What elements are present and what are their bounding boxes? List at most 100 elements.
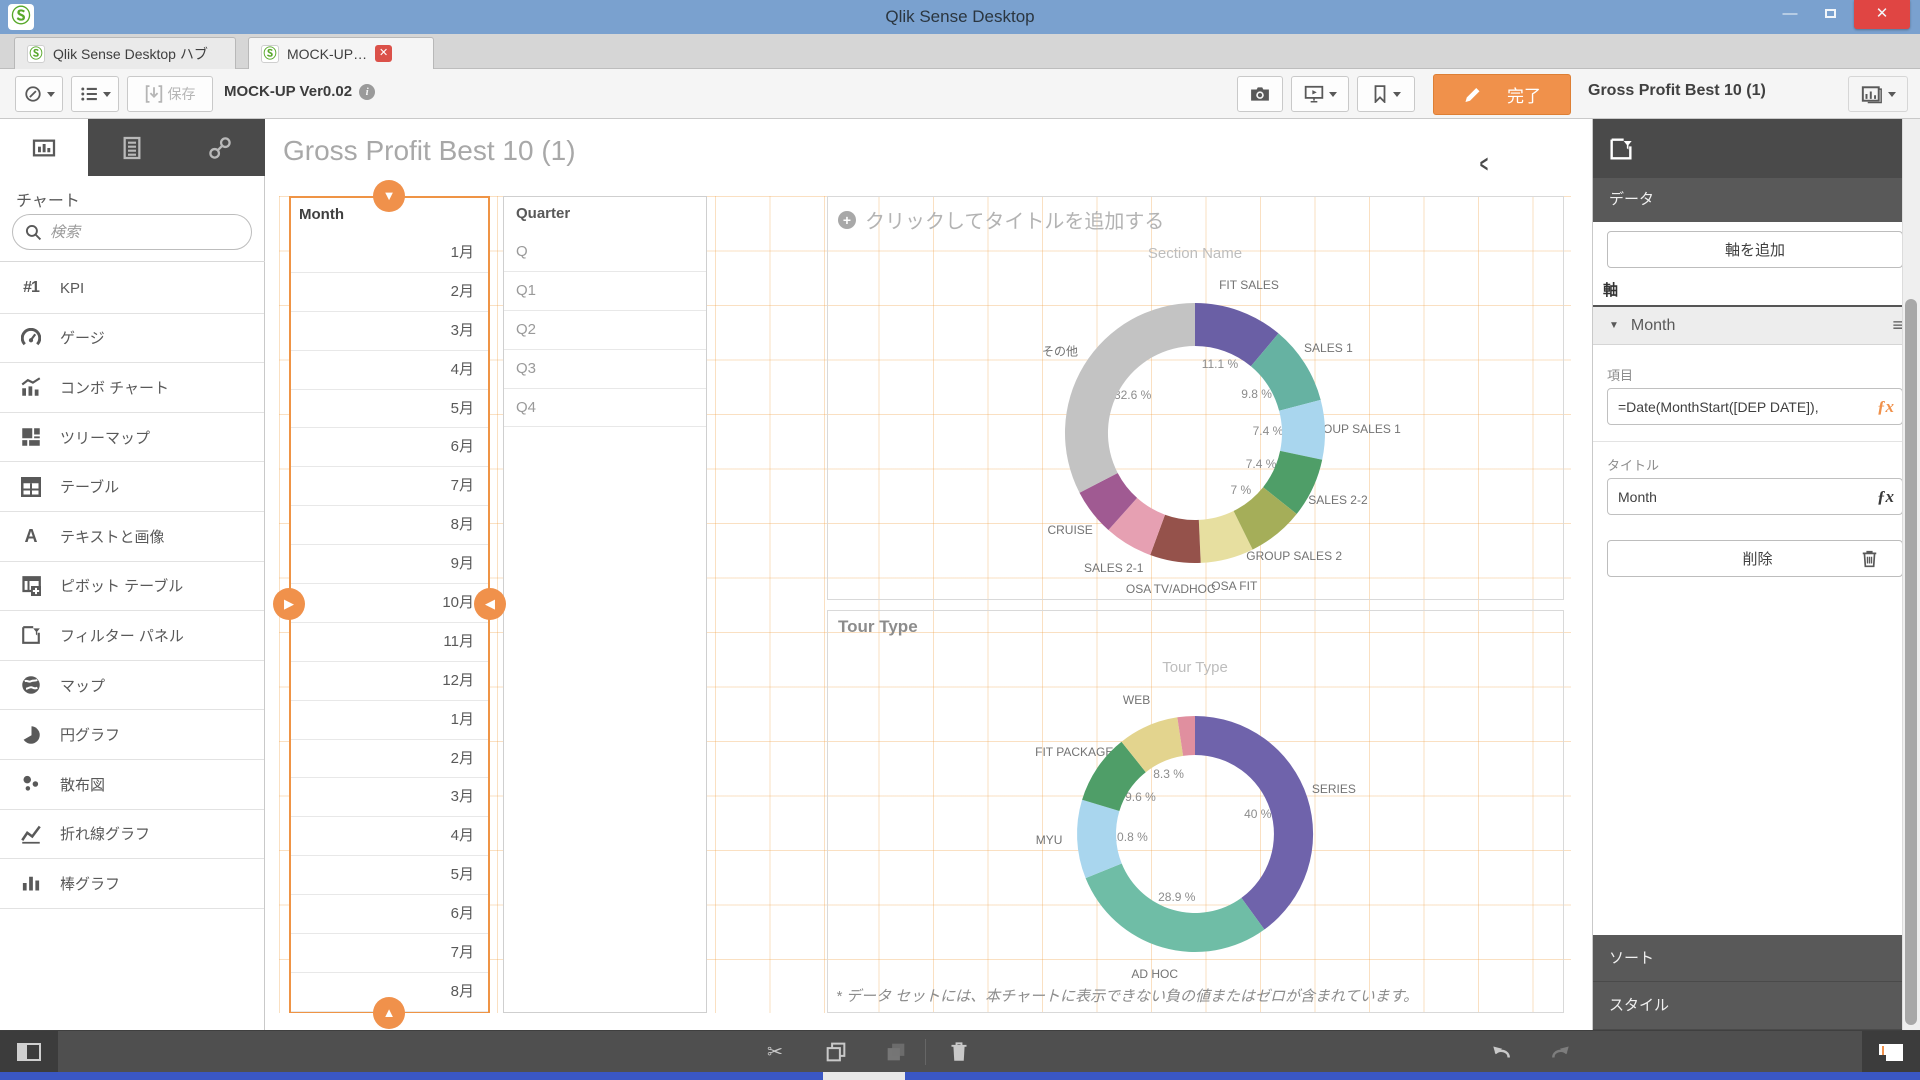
donut-svg[interactable]	[828, 197, 1565, 601]
add-title-placeholder[interactable]: + クリックしてタイトルを追加する	[838, 205, 1164, 234]
donut-slice[interactable]	[1150, 514, 1201, 564]
sidebar-item-ピボット テーブル[interactable]: ピボット テーブル	[0, 562, 264, 612]
donut-slice[interactable]	[1233, 487, 1297, 550]
sidebar-item-フィルター パネル[interactable]: フィルター パネル	[0, 611, 264, 661]
resize-handle-left-icon[interactable]: ▶	[273, 588, 305, 620]
windows-taskbar-sliver[interactable]	[0, 1072, 1920, 1080]
navigation-menu-button[interactable]	[15, 76, 63, 112]
done-edit-button[interactable]: 完了	[1433, 74, 1571, 115]
copy-button[interactable]	[823, 1039, 849, 1065]
month-value-row[interactable]: 3月	[291, 778, 488, 818]
add-axis-button[interactable]: 軸を追加	[1607, 231, 1903, 268]
month-value-row[interactable]: 2月	[291, 273, 488, 312]
sidebar-item-コンボ チャート[interactable]: コンボ チャート	[0, 363, 264, 413]
toggle-right-panel-button[interactable]	[1862, 1031, 1920, 1073]
quarter-filter-panel[interactable]: Quarter Q Q1 Q2 Q3 Q4	[503, 196, 707, 1013]
fx-expression-icon[interactable]: ƒx	[1877, 486, 1894, 506]
drag-grip-icon[interactable]: ≡	[1892, 315, 1903, 335]
month-value-row[interactable]: 1月	[291, 701, 488, 740]
tab-mockup[interactable]: Ⓢ MOCK-UP… ✕	[248, 37, 434, 70]
tab-master-items[interactable]	[176, 119, 264, 176]
tab-close-icon[interactable]: ✕	[375, 45, 393, 62]
donut-slice[interactable]	[1250, 333, 1321, 411]
month-value-row[interactable]: 12月	[291, 662, 488, 701]
axis-accordion-month[interactable]: ▼ Month ≡	[1593, 305, 1920, 345]
section-name-chart[interactable]: + クリックしてタイトルを追加する Section Name FIT SALES…	[827, 196, 1564, 600]
quarter-value-row[interactable]: Q4	[504, 389, 706, 428]
donut-slice[interactable]	[1082, 741, 1146, 811]
donut-slice[interactable]	[1077, 799, 1122, 879]
bookmark-button[interactable]	[1357, 76, 1415, 112]
taskbar-app-segment[interactable]	[823, 1072, 905, 1080]
quarter-value-row[interactable]: Q1	[504, 272, 706, 311]
close-button[interactable]: ✕	[1854, 0, 1910, 29]
section-sort[interactable]: ソート	[1593, 935, 1903, 982]
sidebar-item-テキストと画像[interactable]: A テキストと画像	[0, 512, 264, 562]
quarter-value-row[interactable]: Q3	[504, 350, 706, 389]
donut-slice[interactable]	[1108, 497, 1165, 555]
month-value-row[interactable]: 4月	[291, 351, 488, 390]
section-data[interactable]: データ	[1593, 178, 1920, 222]
sidebar-item-ツリーマップ[interactable]: ツリーマップ	[0, 413, 264, 463]
donut-svg[interactable]	[828, 611, 1565, 1014]
snapshot-button[interactable]	[1237, 76, 1283, 112]
sidebar-item-円グラフ[interactable]: 円グラフ	[0, 710, 264, 760]
month-filter-panel[interactable]: Month 1月 2月 3月 4月 5月 6月 7月 8月 9月 10月 11月 12月 1月 2月 3月 4…	[289, 196, 490, 1013]
donut-slice[interactable]	[1064, 303, 1195, 493]
collapse-chevron-icon[interactable]: <	[1479, 151, 1489, 178]
delete-axis-button[interactable]: 削除	[1607, 540, 1903, 577]
month-value-row[interactable]: 3月	[291, 312, 488, 351]
month-value-row[interactable]: 10月	[291, 584, 488, 623]
month-value-row[interactable]: 6月	[291, 428, 488, 468]
donut-slice[interactable]	[1279, 399, 1325, 460]
donut-slice[interactable]	[1079, 473, 1138, 530]
chart-search-box[interactable]	[12, 214, 252, 250]
month-value-row[interactable]: 5月	[291, 856, 488, 896]
donut-slice[interactable]	[1121, 717, 1184, 773]
field-expression-input[interactable]: =Date(MonthStart([DEP DATE]), ƒx	[1607, 388, 1903, 425]
scrollbar-track[interactable]	[1902, 119, 1920, 1030]
donut-slice[interactable]	[1198, 511, 1253, 563]
month-value-row[interactable]: 8月	[291, 506, 488, 546]
resize-handle-top-icon[interactable]: ▼	[373, 180, 405, 212]
sidebar-item-散布図[interactable]: 散布図	[0, 760, 264, 810]
search-input[interactable]	[50, 223, 220, 241]
month-value-row[interactable]: 7月	[291, 467, 488, 507]
month-value-row[interactable]: 11月	[291, 623, 488, 662]
section-style[interactable]: スタイル	[1593, 982, 1903, 1030]
delete-button[interactable]	[946, 1039, 972, 1065]
tour-type-chart[interactable]: Tour Type Tour Type SERIES 40 % AD HOC 28.9…	[827, 610, 1564, 1013]
undo-button[interactable]	[1488, 1039, 1514, 1065]
tab-charts[interactable]	[0, 119, 88, 176]
fx-expression-icon[interactable]: ƒx	[1877, 396, 1894, 416]
sheet-selector-button[interactable]	[1848, 76, 1908, 112]
storytelling-button[interactable]	[1291, 76, 1349, 112]
month-value-row[interactable]: 2月	[291, 740, 488, 779]
quarter-value-row[interactable]: Q2	[504, 311, 706, 350]
save-button[interactable]: 保存	[127, 76, 213, 112]
paste-button[interactable]	[883, 1039, 909, 1065]
sidebar-item-ゲージ[interactable]: ゲージ	[0, 314, 264, 364]
donut-slice[interactable]	[1177, 715, 1195, 756]
toggle-left-panel-button[interactable]	[0, 1031, 58, 1073]
month-value-row[interactable]: 1月	[291, 234, 488, 273]
month-value-row[interactable]: 6月	[291, 895, 488, 935]
tab-hub[interactable]: Ⓢ Qlik Sense Desktop ハブ	[14, 37, 236, 69]
sidebar-item-KPI[interactable]: #1 KPI	[0, 264, 264, 314]
sidebar-item-折れ線グラフ[interactable]: 折れ線グラフ	[0, 810, 264, 860]
scrollbar-thumb[interactable]	[1905, 299, 1917, 1025]
sidebar-item-マップ[interactable]: マップ	[0, 661, 264, 711]
info-icon[interactable]: i	[359, 83, 376, 100]
month-value-row[interactable]: 4月	[291, 817, 488, 857]
donut-slice[interactable]	[1195, 303, 1279, 367]
sidebar-item-テーブル[interactable]: テーブル	[0, 462, 264, 512]
donut-slice[interactable]	[1263, 450, 1323, 514]
minimize-button[interactable]: —	[1782, 5, 1798, 22]
cut-button[interactable]: ✂	[767, 1041, 783, 1063]
redo-button[interactable]	[1548, 1039, 1574, 1065]
donut-slice[interactable]	[1085, 863, 1265, 953]
axis-title-input[interactable]: Month ƒx	[1607, 478, 1903, 515]
month-value-row[interactable]: 7月	[291, 934, 488, 973]
maximize-button[interactable]	[1812, 0, 1848, 29]
donut-slice[interactable]	[1195, 716, 1314, 930]
